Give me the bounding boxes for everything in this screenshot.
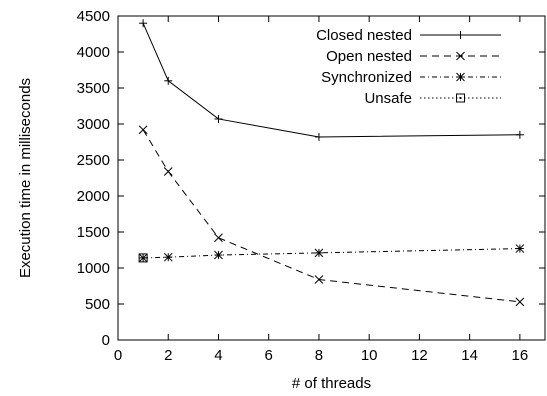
series-closed-nested <box>139 19 524 141</box>
x-tick-label: 14 <box>461 347 478 364</box>
data-point <box>515 130 524 139</box>
x-axis-ticks: 0 2 4 6 8 10 12 14 16 <box>114 16 528 364</box>
y-axis-label: Execution time in milliseconds <box>17 78 34 278</box>
series-line <box>143 248 520 259</box>
data-point <box>139 19 148 28</box>
series-unsafe <box>138 253 148 263</box>
legend-marker <box>456 72 465 82</box>
legend-entry: Closed nested <box>316 27 501 44</box>
legend-entry: Unsafe <box>364 90 501 107</box>
legend-entry: Synchronized <box>321 69 501 86</box>
data-point <box>515 244 525 253</box>
y-axis-ticks: 0 500 1000 1500 2000 2500 3000 3500 4000 4500 <box>77 8 545 349</box>
x-tick-label: 16 <box>512 347 529 364</box>
data-point <box>214 250 223 260</box>
plot-frame <box>117 15 546 341</box>
data-point <box>138 125 148 135</box>
y-tick-label: 0 <box>102 332 110 349</box>
series-synchronized <box>138 244 525 263</box>
y-tick-label: 3000 <box>77 116 110 133</box>
data-point <box>515 297 525 307</box>
legend-marker <box>456 93 465 103</box>
data-point <box>163 252 173 262</box>
x-tick-label: 2 <box>164 347 172 364</box>
data-point <box>314 132 323 141</box>
series-line <box>142 129 520 303</box>
y-tick-label: 4000 <box>77 44 110 61</box>
y-tick-label: 1500 <box>77 224 110 241</box>
legend-marker <box>456 51 465 61</box>
series-layer <box>138 19 525 307</box>
y-tick-label: 500 <box>85 296 110 313</box>
legend-label: Unsafe <box>364 90 412 107</box>
y-tick-label: 4500 <box>77 8 110 25</box>
x-tick-label: 12 <box>411 347 428 364</box>
y-tick-label: 1000 <box>77 260 110 277</box>
legend-label: Closed nested <box>316 27 412 44</box>
data-point <box>138 253 148 263</box>
x-tick-label: 4 <box>214 347 222 364</box>
legend-marker <box>456 31 465 39</box>
y-tick-label: 2500 <box>77 152 110 169</box>
legend-entry: Open nested <box>326 48 501 65</box>
x-tick-label: 0 <box>114 347 122 364</box>
legend-label: Synchronized <box>321 69 412 86</box>
x-tick-label: 10 <box>361 347 378 364</box>
data-point <box>314 248 324 258</box>
data-point <box>214 233 223 243</box>
legend: Closed nested Open nested Synchronized Unsa… <box>316 27 501 107</box>
y-tick-label: 3500 <box>77 80 110 97</box>
series-open-nested <box>138 125 525 307</box>
x-tick-label: 6 <box>265 347 273 364</box>
y-tick-label: 2000 <box>77 188 110 205</box>
data-point <box>164 76 173 85</box>
x-axis-label: # of threads <box>292 375 371 392</box>
x-tick-label: 8 <box>315 347 323 364</box>
data-point <box>214 114 223 123</box>
legend-label: Open nested <box>326 48 412 65</box>
data-point <box>314 275 324 284</box>
data-point <box>163 167 173 176</box>
